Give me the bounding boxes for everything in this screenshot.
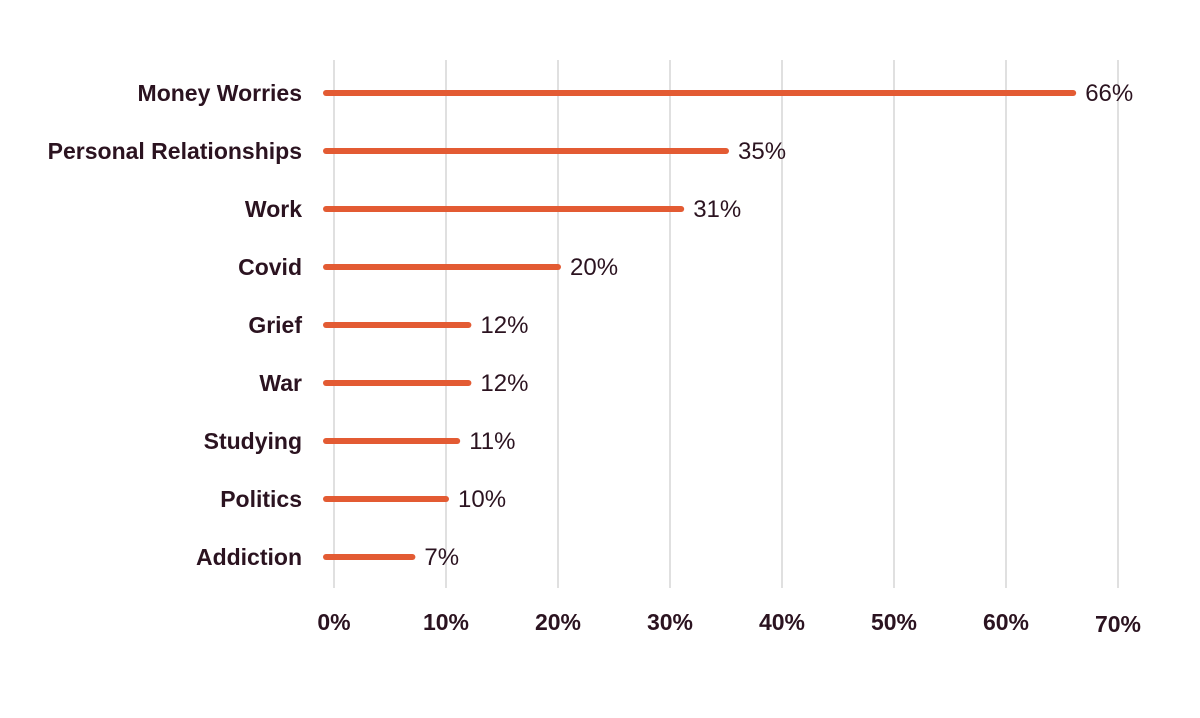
x-tick-label: 10%: [423, 609, 469, 635]
value-label: 7%: [424, 544, 459, 571]
x-tick-label: 0%: [317, 609, 350, 635]
x-tick-label: 50%: [871, 609, 917, 635]
bars: [323, 90, 1077, 560]
value-label: 20%: [570, 254, 618, 281]
value-label: 12%: [480, 370, 528, 397]
category-label: Work: [245, 196, 302, 222]
value-label: 10%: [458, 486, 506, 513]
x-axis-ticks: 0% 10% 20% 30% 40% 50% 60% 70%: [317, 609, 1141, 637]
category-label: Studying: [204, 428, 302, 454]
category-label: Politics: [220, 486, 302, 512]
category-label: Addiction: [196, 544, 302, 570]
value-labels: 66% 35% 31% 20% 12% 12% 11% 10% 7%: [424, 80, 1133, 571]
value-label: 35%: [738, 138, 786, 165]
x-tick-label: 20%: [535, 609, 581, 635]
x-tick-label: 70%: [1095, 611, 1141, 637]
value-label: 66%: [1085, 80, 1133, 107]
x-tick-label: 60%: [983, 609, 1029, 635]
category-label: War: [259, 370, 302, 396]
x-tick-label: 40%: [759, 609, 805, 635]
category-label: Personal Relationships: [48, 138, 302, 164]
category-label: Covid: [238, 254, 302, 280]
value-label: 12%: [480, 312, 528, 339]
category-label: Money Worries: [138, 80, 302, 106]
category-labels: Money Worries Personal Relationships Work C…: [48, 80, 303, 570]
x-tick-label: 30%: [647, 609, 693, 635]
value-label: 11%: [469, 428, 515, 455]
category-label: Grief: [248, 312, 302, 338]
value-label: 31%: [693, 196, 741, 223]
